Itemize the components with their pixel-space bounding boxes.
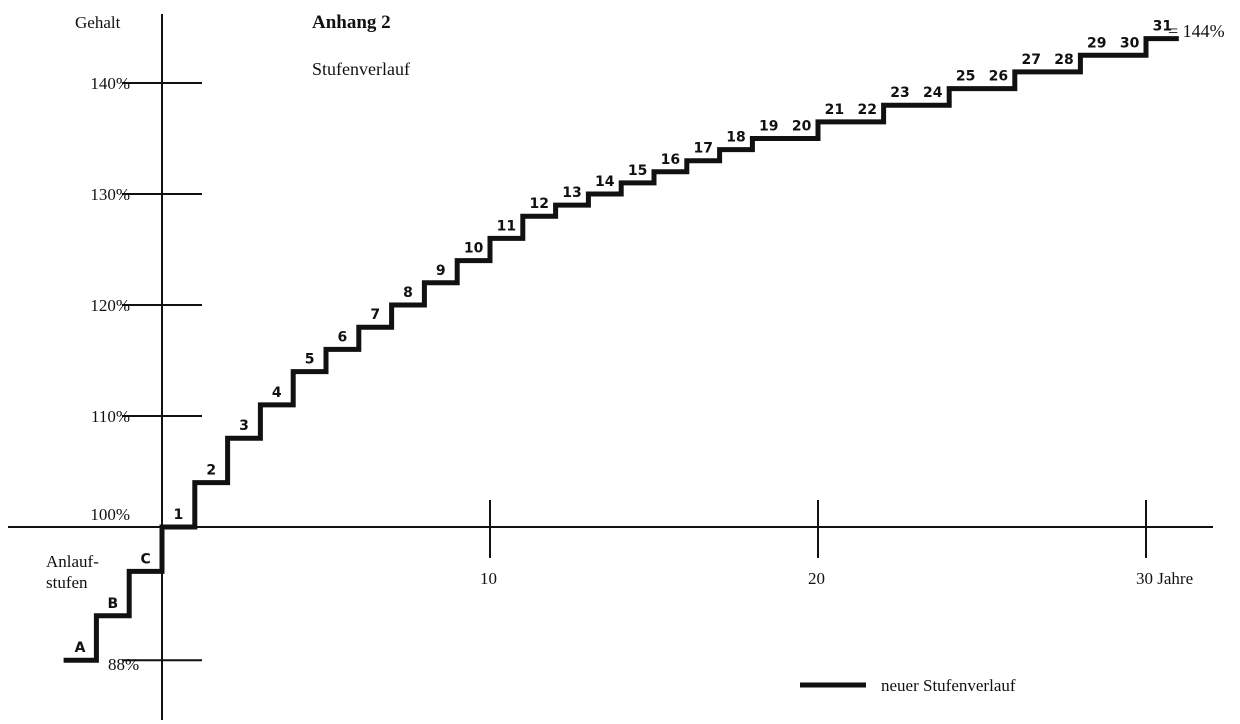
- chart-subtitle: Stufenverlauf: [312, 59, 410, 79]
- step-label: 13: [562, 185, 581, 201]
- step-label: 5: [305, 352, 315, 368]
- step-label: 16: [661, 152, 680, 168]
- step-label: 27: [1021, 52, 1040, 68]
- step-label: 11: [497, 218, 516, 234]
- legend-label: neuer Stufenverlauf: [881, 676, 1016, 695]
- y-tick-label: 120%: [90, 296, 130, 315]
- step-label: 8: [403, 285, 413, 301]
- step-label: 18: [726, 130, 745, 146]
- step-label: 20: [792, 119, 812, 135]
- start-label-line-1: Anlauf-: [46, 552, 99, 571]
- y-tick-label: 88%: [108, 655, 139, 674]
- step-label: 19: [759, 119, 778, 135]
- y-tick-label: 100%: [90, 505, 130, 524]
- series: [63, 36, 1179, 663]
- step-label: 26: [989, 69, 1008, 85]
- step-label: 3: [239, 418, 249, 434]
- step-label: 10: [464, 241, 484, 257]
- end-value-label: = 144%: [1168, 21, 1225, 41]
- step-label: 17: [693, 141, 712, 157]
- x-tick-label: 20: [808, 569, 825, 588]
- step-label: 25: [956, 69, 975, 85]
- step-label: 7: [370, 307, 380, 323]
- step-label: 14: [595, 174, 615, 190]
- start-label: Anlauf- stufen: [46, 552, 103, 592]
- series-line: [63, 36, 1179, 663]
- step-label: 23: [890, 85, 909, 101]
- y-axis-title: Gehalt: [75, 13, 121, 32]
- step-label: 2: [206, 463, 216, 479]
- chart-title: Anhang 2: [312, 12, 391, 33]
- step-label: 24: [923, 85, 943, 101]
- step-label: 1: [174, 507, 184, 523]
- legend: neuer Stufenverlauf: [800, 676, 1016, 695]
- axes: [8, 14, 1213, 720]
- step-label: 9: [436, 263, 446, 279]
- x-ticks: 10 20 30 Jahre: [480, 500, 1193, 588]
- y-tick-label: 140%: [90, 74, 130, 93]
- step-label: 15: [628, 163, 647, 179]
- step-label: 30: [1120, 35, 1140, 51]
- start-label-line-2: stufen: [46, 573, 88, 592]
- step-label: 31: [1153, 19, 1172, 35]
- step-label: 21: [825, 102, 844, 118]
- y-tick-label: 130%: [90, 185, 130, 204]
- step-label: 28: [1054, 52, 1073, 68]
- step-label: C: [140, 551, 150, 567]
- step-label: 4: [272, 385, 282, 401]
- step-label: A: [75, 640, 86, 656]
- step-label: 6: [338, 329, 348, 345]
- y-ticks: 140% 130% 120% 110% 100% 88%: [90, 74, 202, 674]
- step-label: B: [107, 596, 118, 612]
- x-tick-label: 30 Jahre: [1136, 569, 1193, 588]
- x-tick-label: 10: [480, 569, 497, 588]
- step-label: 22: [857, 102, 876, 118]
- step-label: 29: [1087, 35, 1106, 51]
- step-label: 12: [529, 196, 548, 212]
- y-tick-label: 110%: [91, 407, 130, 426]
